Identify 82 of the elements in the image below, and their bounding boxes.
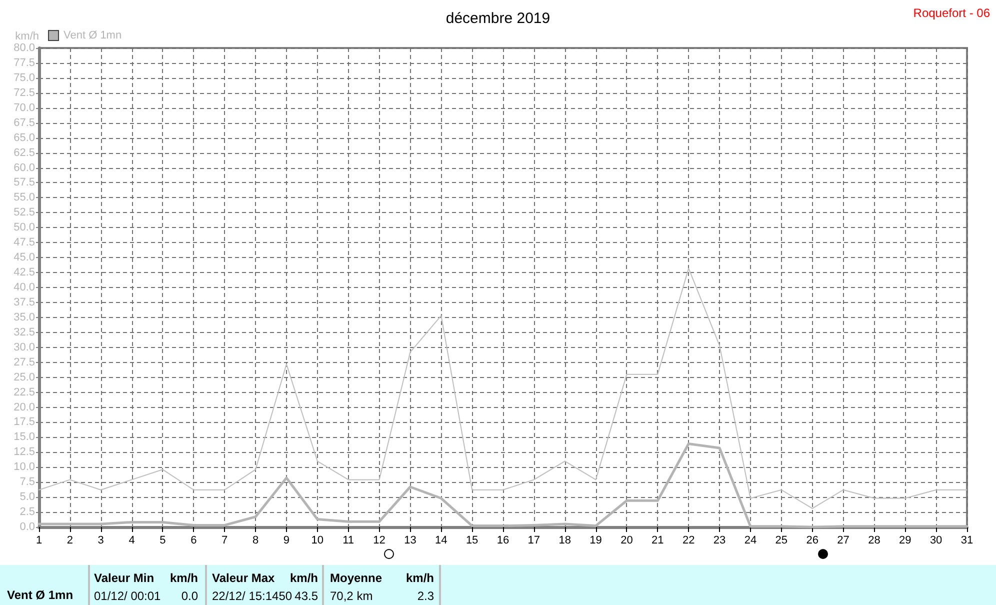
x-tick-label: 9 xyxy=(283,534,290,546)
text: km/h xyxy=(406,571,434,585)
text: Moyenne xyxy=(330,571,382,585)
y-tick-label: 0.0 xyxy=(20,521,35,533)
text: 43.5 xyxy=(294,589,318,603)
x-tick-label: 4 xyxy=(128,534,135,546)
text: 0.0 xyxy=(181,589,198,603)
x-tick-label: 21 xyxy=(652,534,664,546)
x-tick-label: 12 xyxy=(373,534,386,546)
x-tick-label: 19 xyxy=(590,534,602,546)
y-tick-label: 30.0 xyxy=(14,341,35,354)
y-tick-label: 32.5 xyxy=(14,326,35,338)
y-tick-label: 12.5 xyxy=(14,446,35,458)
x-tick-label: 18 xyxy=(558,534,571,546)
x-tick-label: 24 xyxy=(744,534,757,546)
y-tick-label: 10.0 xyxy=(14,461,35,474)
y-tick-label: 45.0 xyxy=(14,252,35,264)
y-tick-label: 60.0 xyxy=(14,162,35,174)
x-tick-label: 15 xyxy=(466,534,478,546)
y-axis-title: km/h xyxy=(15,30,39,42)
y-tick-label: 37.5 xyxy=(14,296,35,308)
x-tick-label: 30 xyxy=(930,534,942,546)
y-tick-label: 2.5 xyxy=(20,506,35,518)
x-tick-label: 2 xyxy=(66,534,73,546)
text: km/h xyxy=(170,571,198,585)
text: Valeur Max xyxy=(212,571,275,585)
x-tick-label: 6 xyxy=(190,534,197,546)
x-tick-label: 29 xyxy=(899,534,912,546)
chart-title: décembre 2019 xyxy=(446,10,550,27)
x-tick-label: 23 xyxy=(713,534,726,546)
y-tick-label: 42.5 xyxy=(14,266,35,279)
x-tick-label: 10 xyxy=(311,534,324,546)
x-tick-label: 25 xyxy=(775,534,788,546)
y-tick-label: 75.0 xyxy=(14,72,35,84)
y-tick-label: 55.0 xyxy=(14,192,35,204)
y-tick-label: 22.5 xyxy=(14,386,35,398)
y-tick-label: 40.0 xyxy=(14,282,35,294)
y-tick-label: 72.5 xyxy=(14,86,35,99)
y-tick-label: 65.0 xyxy=(14,132,35,144)
y-tick-label: 17.5 xyxy=(14,416,35,428)
y-tick-label: 70.0 xyxy=(14,102,35,114)
x-tick-label: 3 xyxy=(98,534,104,546)
text: 70,2 km xyxy=(330,589,373,603)
y-tick-label: 20.0 xyxy=(14,401,35,414)
y-tick-label: 15.0 xyxy=(14,431,35,444)
text: km/h xyxy=(290,571,318,585)
y-tick-label: 57.5 xyxy=(14,176,35,189)
y-tick-label: 50.0 xyxy=(14,222,35,234)
y-tick-label: 35.0 xyxy=(14,311,35,324)
x-tick-label: 16 xyxy=(496,534,510,546)
x-tick-label: 7 xyxy=(222,534,228,546)
y-tick-label: 47.5 xyxy=(14,236,35,249)
x-tick-label: 11 xyxy=(342,534,354,546)
y-tick-label: 25.0 xyxy=(14,371,35,384)
legend-label: Vent Ø 1mn xyxy=(64,30,122,42)
x-tick-label: 5 xyxy=(160,534,166,546)
text: Vent Ø 1mn xyxy=(7,588,74,602)
y-tick-label: 5.0 xyxy=(20,491,35,504)
x-tick-label: 27 xyxy=(837,534,850,546)
x-tick-label: 26 xyxy=(806,534,818,546)
y-tick-label: 80.0 xyxy=(14,42,35,54)
y-tick-label: 62.5 xyxy=(14,146,35,159)
x-tick-label: 20 xyxy=(620,534,633,546)
text: 01/12/ 00:01 xyxy=(94,589,161,603)
x-tick-label: 31 xyxy=(960,534,974,546)
y-tick-label: 77.5 xyxy=(14,56,35,69)
x-tick-label: 14 xyxy=(435,534,448,546)
x-tick-label: 1 xyxy=(36,534,42,546)
x-tick-label: 8 xyxy=(252,534,259,546)
y-tick-label: 67.5 xyxy=(14,116,35,129)
line-series xyxy=(38,268,968,509)
text: Valeur Min xyxy=(94,571,154,585)
text: 2.3 xyxy=(417,589,434,603)
text: 22/12/ 15:1450 xyxy=(212,589,292,603)
x-tick-label: 22 xyxy=(682,534,695,546)
y-tick-label: 7.5 xyxy=(20,476,35,488)
y-tick-label: 52.5 xyxy=(14,206,35,219)
x-tick-label: 28 xyxy=(868,534,880,546)
text: Roquefort - 06 xyxy=(913,6,990,20)
x-tick-label: 13 xyxy=(404,534,416,546)
y-tick-label: 27.5 xyxy=(14,356,35,368)
x-tick-label: 17 xyxy=(528,534,540,546)
